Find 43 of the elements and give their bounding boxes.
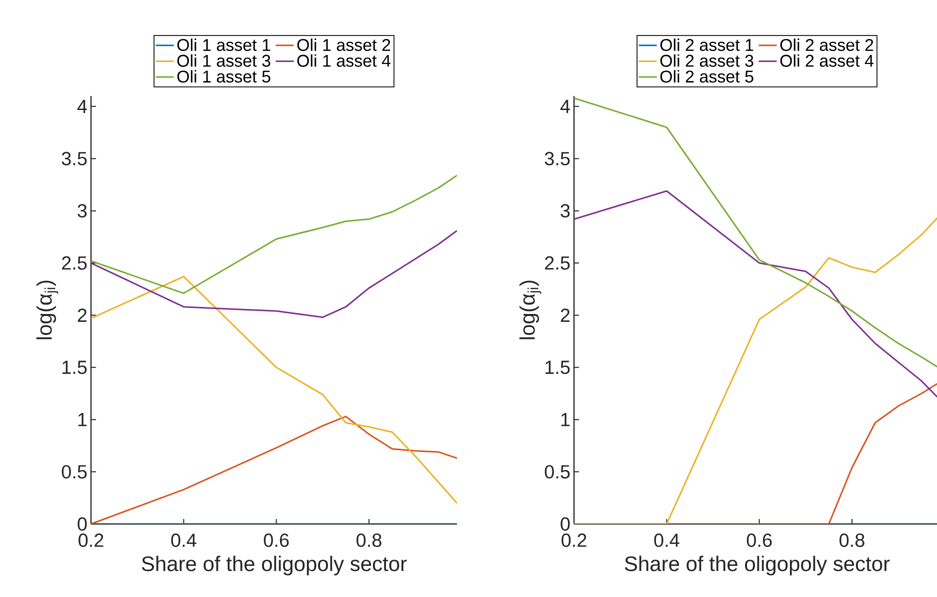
- y-tick-label: 4: [560, 100, 570, 113]
- x-axis-title: Share of the oligopoly sector: [142, 556, 407, 576]
- y-axis-title: log(α$_{ji}$): [36, 280, 58, 340]
- y-tick-label: 1: [561, 413, 570, 426]
- y-tick-label: 3.5: [544, 152, 570, 166]
- x-tick-label: 0.6: [746, 534, 772, 547]
- x-tick-label: 0.6: [264, 534, 289, 547]
- y-tick-label: 2: [78, 308, 87, 322]
- legend-label: Oli 1 asset 4: [297, 54, 390, 67]
- line-series: [91, 276, 458, 504]
- x-tick-label: 0.2: [78, 534, 104, 547]
- legend-label: Oli 1 asset 5: [177, 70, 270, 83]
- legend-label: Oli 2 asset 2: [780, 38, 874, 52]
- y-tick-label: 4: [77, 100, 87, 113]
- legend-label: Oli 2 asset 4: [780, 54, 874, 67]
- legend-label: Oli 1 asset 3: [177, 54, 270, 67]
- line-series: [91, 174, 458, 294]
- legend-label: Oli 2 asset 5: [660, 70, 754, 83]
- y-tick-label: 3: [78, 204, 87, 218]
- x-tick-label: 0.8: [356, 534, 382, 547]
- x-tick-label: 0.2: [562, 534, 586, 547]
- x-tick-label: 0.8: [840, 534, 864, 547]
- y-tick-label: 0: [78, 517, 87, 531]
- y-tick-label: 0.5: [62, 465, 87, 479]
- legend-label: Oli 1 asset 1: [177, 38, 270, 52]
- legend-label: Oli 2 asset 1: [660, 38, 754, 52]
- y-tick-label: 2.5: [545, 256, 570, 270]
- y-tick-label: 3: [560, 204, 570, 218]
- y-tick-label: 0.5: [544, 465, 570, 479]
- x-tick-label: 0.4: [171, 534, 196, 547]
- y-axis-title: log(α$_{ji}$): [519, 280, 542, 340]
- y-tick-label: 0: [560, 517, 570, 531]
- y-tick-label: 1.5: [62, 360, 87, 374]
- y-tick-label: 2.5: [62, 256, 87, 270]
- legend-label: Oli 1 asset 2: [297, 38, 390, 52]
- y-tick-label: 2: [560, 308, 570, 322]
- x-axis-title: Share of the oligopoly sector: [624, 556, 890, 576]
- y-tick-label: 1: [78, 413, 87, 426]
- line-series: [91, 230, 458, 318]
- y-tick-label: 3.5: [62, 152, 87, 166]
- y-tick-label: 1.5: [546, 360, 570, 374]
- legend-label: Oli 2 asset 3: [660, 54, 754, 67]
- x-tick-label: 0.4: [654, 534, 680, 547]
